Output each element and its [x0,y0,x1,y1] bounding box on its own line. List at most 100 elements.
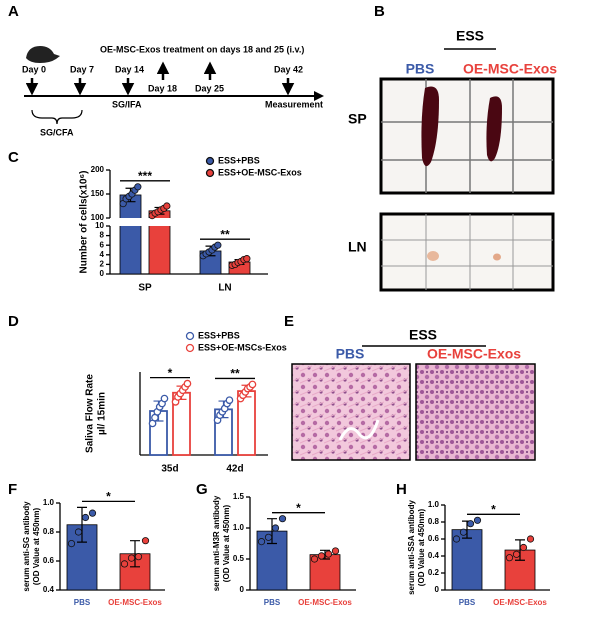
x-tick-label: OE-MSC-Exos [493,598,547,607]
legend-label: ESS+OE-MSCs-Exos [198,342,287,352]
data-point [214,241,222,249]
group-label: ESS [409,327,437,343]
panel-label: F [8,481,17,498]
y-axis-label: (OD Value at 450nm) [32,507,41,585]
significance-label: * [106,490,111,504]
y-axis-label: Number of cells(x10⁶) [79,171,90,274]
data-point [452,535,461,543]
day-label: Day 14 [115,64,144,74]
y-tick-label: 6 [100,240,105,249]
x-tick-label: PBS [74,598,91,607]
mouse-icon [26,46,60,63]
y-axis-label: serum anti-M3R antibody [212,495,221,591]
data-point [67,539,76,548]
data-point [248,380,257,389]
bar-chart: 0 0.5 1.0 1.5 serum anti-M3R antibody (OD Val… [212,492,356,607]
photos: ESS PBS OE-MSC-Exos SP LN [348,28,557,292]
error-bar [267,518,277,545]
column-label: OE-MSC-Exos [463,61,557,77]
day-label: Day 0 [22,64,46,74]
y-tick-label: 100 [91,213,105,222]
data-point [317,552,326,560]
duct [338,419,380,441]
y-tick-label: 8 [100,231,105,240]
lymph-node [493,253,501,261]
data-point [183,379,192,388]
data-point [271,524,280,532]
data-point [163,202,171,210]
y-tick-label: 0.5 [233,554,245,563]
x-tick-label: PBS [264,598,281,607]
data-point [134,553,143,561]
data-point [519,543,528,552]
arrows [25,61,295,125]
day-label: Day 7 [70,64,94,74]
y-tick-label: 0 [435,585,440,594]
legend-marker [205,156,215,166]
y-tick-label: 0 [100,269,105,278]
y-tick-label: 1.5 [233,492,245,501]
y-tick-label: 4 [100,250,105,259]
day-label: Day 18 [148,83,177,93]
y-tick-label: 1.0 [428,500,440,509]
y-tick-label: 0.2 [428,568,440,577]
legend-label: ESS+PBS [218,155,260,165]
data-point [473,516,482,524]
y-tick-label: 0 [240,585,245,594]
y-axis-label: µl/ 15min [97,392,108,435]
legend-label: ESS+OE-MSC-Exos [218,167,302,177]
y-tick-label: 0.4 [43,585,55,594]
y-axis-label: (OD Value at 450nm) [222,504,231,582]
data-point [278,515,287,523]
timeline-title: OE-MSC-Exos treatment on days 18 and 25 … [100,44,304,54]
significance-label: ** [230,367,240,381]
panel-label: G [196,481,208,498]
y-axis-label: serum anti-SSA antibody [407,500,416,595]
column-label: PBS [336,346,365,362]
legend-marker [185,343,195,353]
photo-frame [379,212,555,292]
significance-label: * [491,502,496,516]
data-point [526,535,535,543]
photo-frame [379,77,555,195]
data-point [120,560,129,568]
data-point [127,554,136,562]
x-tick-label: 35d [161,464,178,475]
y-tick-label: 0.6 [43,556,55,565]
day-label: Day 42 [274,64,303,74]
note: Measurement [265,99,323,109]
x-tick-label: 42d [226,464,243,475]
x-tick-label: OE-MSC-Exos [298,598,352,607]
histology: ESS PBS OE-MSC-Exos [291,327,536,461]
data-point [512,550,521,558]
y-axis-label: (OD Value at 450nm) [417,508,426,586]
y-tick-label: 1.0 [43,498,55,507]
histology-image [291,363,411,461]
y-tick-label: 0.6 [428,534,440,543]
significance-label: ** [220,227,230,241]
data-point [160,394,169,403]
data-point [310,555,319,563]
data-point [324,550,333,558]
y-tick-label: 0.8 [43,527,55,536]
photo-grid [381,214,553,290]
x-tick-label: PBS [459,598,476,607]
histology-image [415,363,536,461]
y-axis-label: Saliva Flow Rate [85,374,96,453]
data-point [141,537,150,545]
panel-label: H [396,481,407,498]
group-label: ESS [456,28,484,44]
legend-label: ESS+PBS [198,330,240,340]
y-tick-label: 150 [91,189,105,198]
spleen [486,96,502,162]
x-tick-label: LN [218,283,231,294]
panel-label: E [284,313,294,330]
note: SG/IFA [112,99,142,109]
bar-chart: 0 0.2 0.4 0.6 0.8 1.0 serum anti-SSA antibody(… [407,500,550,607]
y-tick-label: 1.0 [233,523,245,532]
data-point [88,509,97,517]
y-tick-label: 0.4 [428,551,440,560]
